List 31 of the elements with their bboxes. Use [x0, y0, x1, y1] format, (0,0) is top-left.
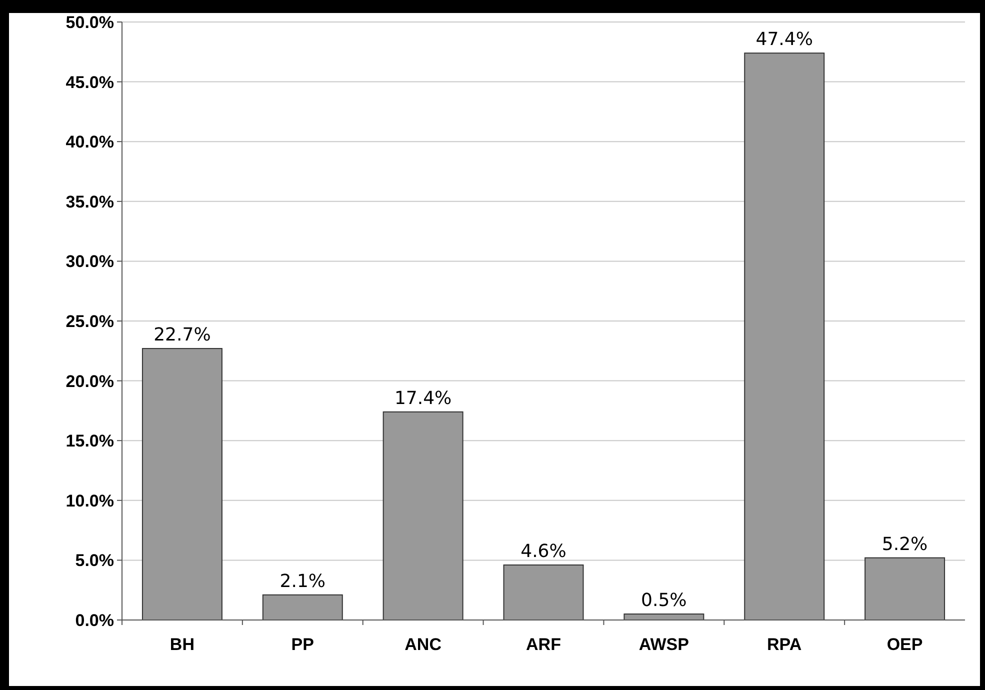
- y-tick-label: 30.0%: [66, 252, 114, 272]
- bar: [142, 348, 222, 620]
- bar: [262, 594, 343, 620]
- bar: [744, 52, 825, 620]
- x-tick-label: ARF: [526, 635, 561, 654]
- y-tick-label: 35.0%: [66, 192, 114, 212]
- data-label: 4.6%: [520, 540, 566, 562]
- y-tick-label: 50.0%: [66, 12, 114, 32]
- y-tick-label: 0.0%: [75, 610, 114, 630]
- data-label: 5.2%: [882, 534, 928, 555]
- data-label: 17.4%: [394, 388, 452, 409]
- y-tick-label: 15.0%: [66, 432, 114, 451]
- x-tick-label: ANC: [404, 635, 442, 654]
- y-tick-label: 45.0%: [66, 72, 114, 92]
- data-label: 2.1%: [280, 570, 326, 592]
- bar: [382, 411, 464, 620]
- bar: [503, 564, 584, 620]
- x-tick-label: RPA: [767, 635, 802, 654]
- y-tick-label: 20.0%: [66, 372, 114, 391]
- x-tick-label: PP: [291, 635, 314, 654]
- y-tick-label: 5.0%: [75, 551, 114, 570]
- x-tick-label: AWSP: [638, 635, 689, 654]
- bar: [864, 557, 946, 620]
- x-tick-label: BH: [170, 635, 194, 654]
- y-tick-label: 10.0%: [66, 491, 114, 510]
- data-label: 22.7%: [154, 324, 211, 346]
- data-label: 47.4%: [756, 29, 813, 50]
- data-label: 0.5%: [641, 590, 687, 612]
- y-tick-label: 25.0%: [66, 312, 114, 331]
- y-tick-label: 40.0%: [66, 132, 114, 152]
- x-tick-label: OEP: [886, 635, 923, 654]
